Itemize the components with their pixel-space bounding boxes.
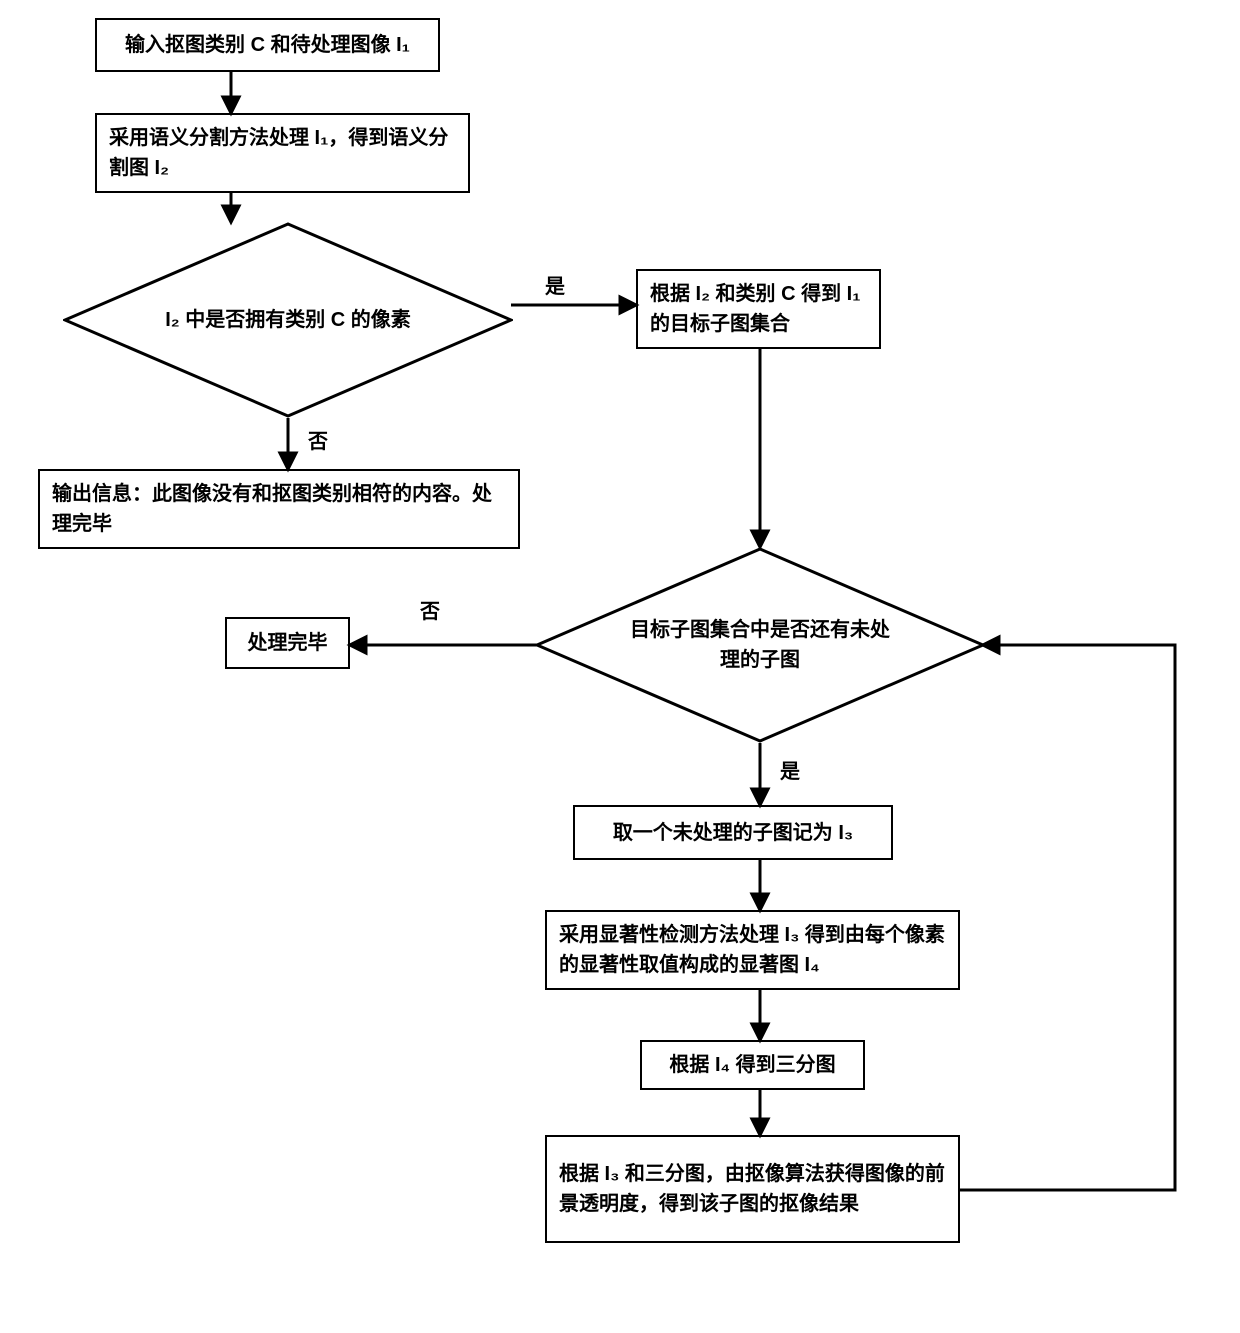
flow-node-saliency: 采用显著性检测方法处理 I₃ 得到由每个像素的显著性取值构成的显著图 I₄ bbox=[545, 910, 960, 990]
flow-node-output-none: 输出信息：此图像没有和抠图类别相符的内容。处理完毕 bbox=[38, 469, 520, 549]
node-text: 根据 I₄ 得到三分图 bbox=[669, 1050, 835, 1080]
node-text: 采用显著性检测方法处理 I₃ 得到由每个像素的显著性取值构成的显著图 I₄ bbox=[559, 920, 946, 980]
node-text: 取一个未处理的子图记为 I₃ bbox=[613, 818, 853, 848]
decision-has-class-c: I₂ 中是否拥有类别 C 的像素 bbox=[63, 222, 513, 418]
edge-label-yes-2: 是 bbox=[780, 755, 800, 784]
node-text: 根据 I₂ 和类别 C 得到 I₁ 的目标子图集合 bbox=[650, 279, 867, 339]
node-text: 采用语义分割方法处理 I₁，得到语义分割图 I₂ bbox=[109, 123, 456, 183]
edge-label-no-1: 否 bbox=[308, 425, 328, 454]
flow-node-matting: 根据 I₃ 和三分图，由抠像算法获得图像的前景透明度，得到该子图的抠像结果 bbox=[545, 1135, 960, 1243]
flow-node-trimap: 根据 I₄ 得到三分图 bbox=[640, 1040, 865, 1090]
flow-node-done: 处理完毕 bbox=[225, 617, 350, 669]
flow-node-target-subgraph: 根据 I₂ 和类别 C 得到 I₁ 的目标子图集合 bbox=[636, 269, 881, 349]
node-text: 根据 I₃ 和三分图，由抠像算法获得图像的前景透明度，得到该子图的抠像结果 bbox=[559, 1159, 946, 1219]
edge-label-no-2: 否 bbox=[420, 595, 440, 624]
node-text: 输出信息：此图像没有和抠图类别相符的内容。处理完毕 bbox=[52, 479, 506, 539]
flow-node-pick-subgraph: 取一个未处理的子图记为 I₃ bbox=[573, 805, 893, 860]
flow-node-input: 输入抠图类别 C 和待处理图像 I₁ bbox=[95, 18, 440, 72]
flow-node-segmentation: 采用语义分割方法处理 I₁，得到语义分割图 I₂ bbox=[95, 113, 470, 193]
edge-label-yes-1: 是 bbox=[545, 270, 565, 299]
decision-more-subgraphs: 目标子图集合中是否还有未处理的子图 bbox=[535, 547, 985, 743]
node-text: 输入抠图类别 C 和待处理图像 I₁ bbox=[125, 30, 410, 60]
node-text: 处理完毕 bbox=[248, 628, 328, 658]
